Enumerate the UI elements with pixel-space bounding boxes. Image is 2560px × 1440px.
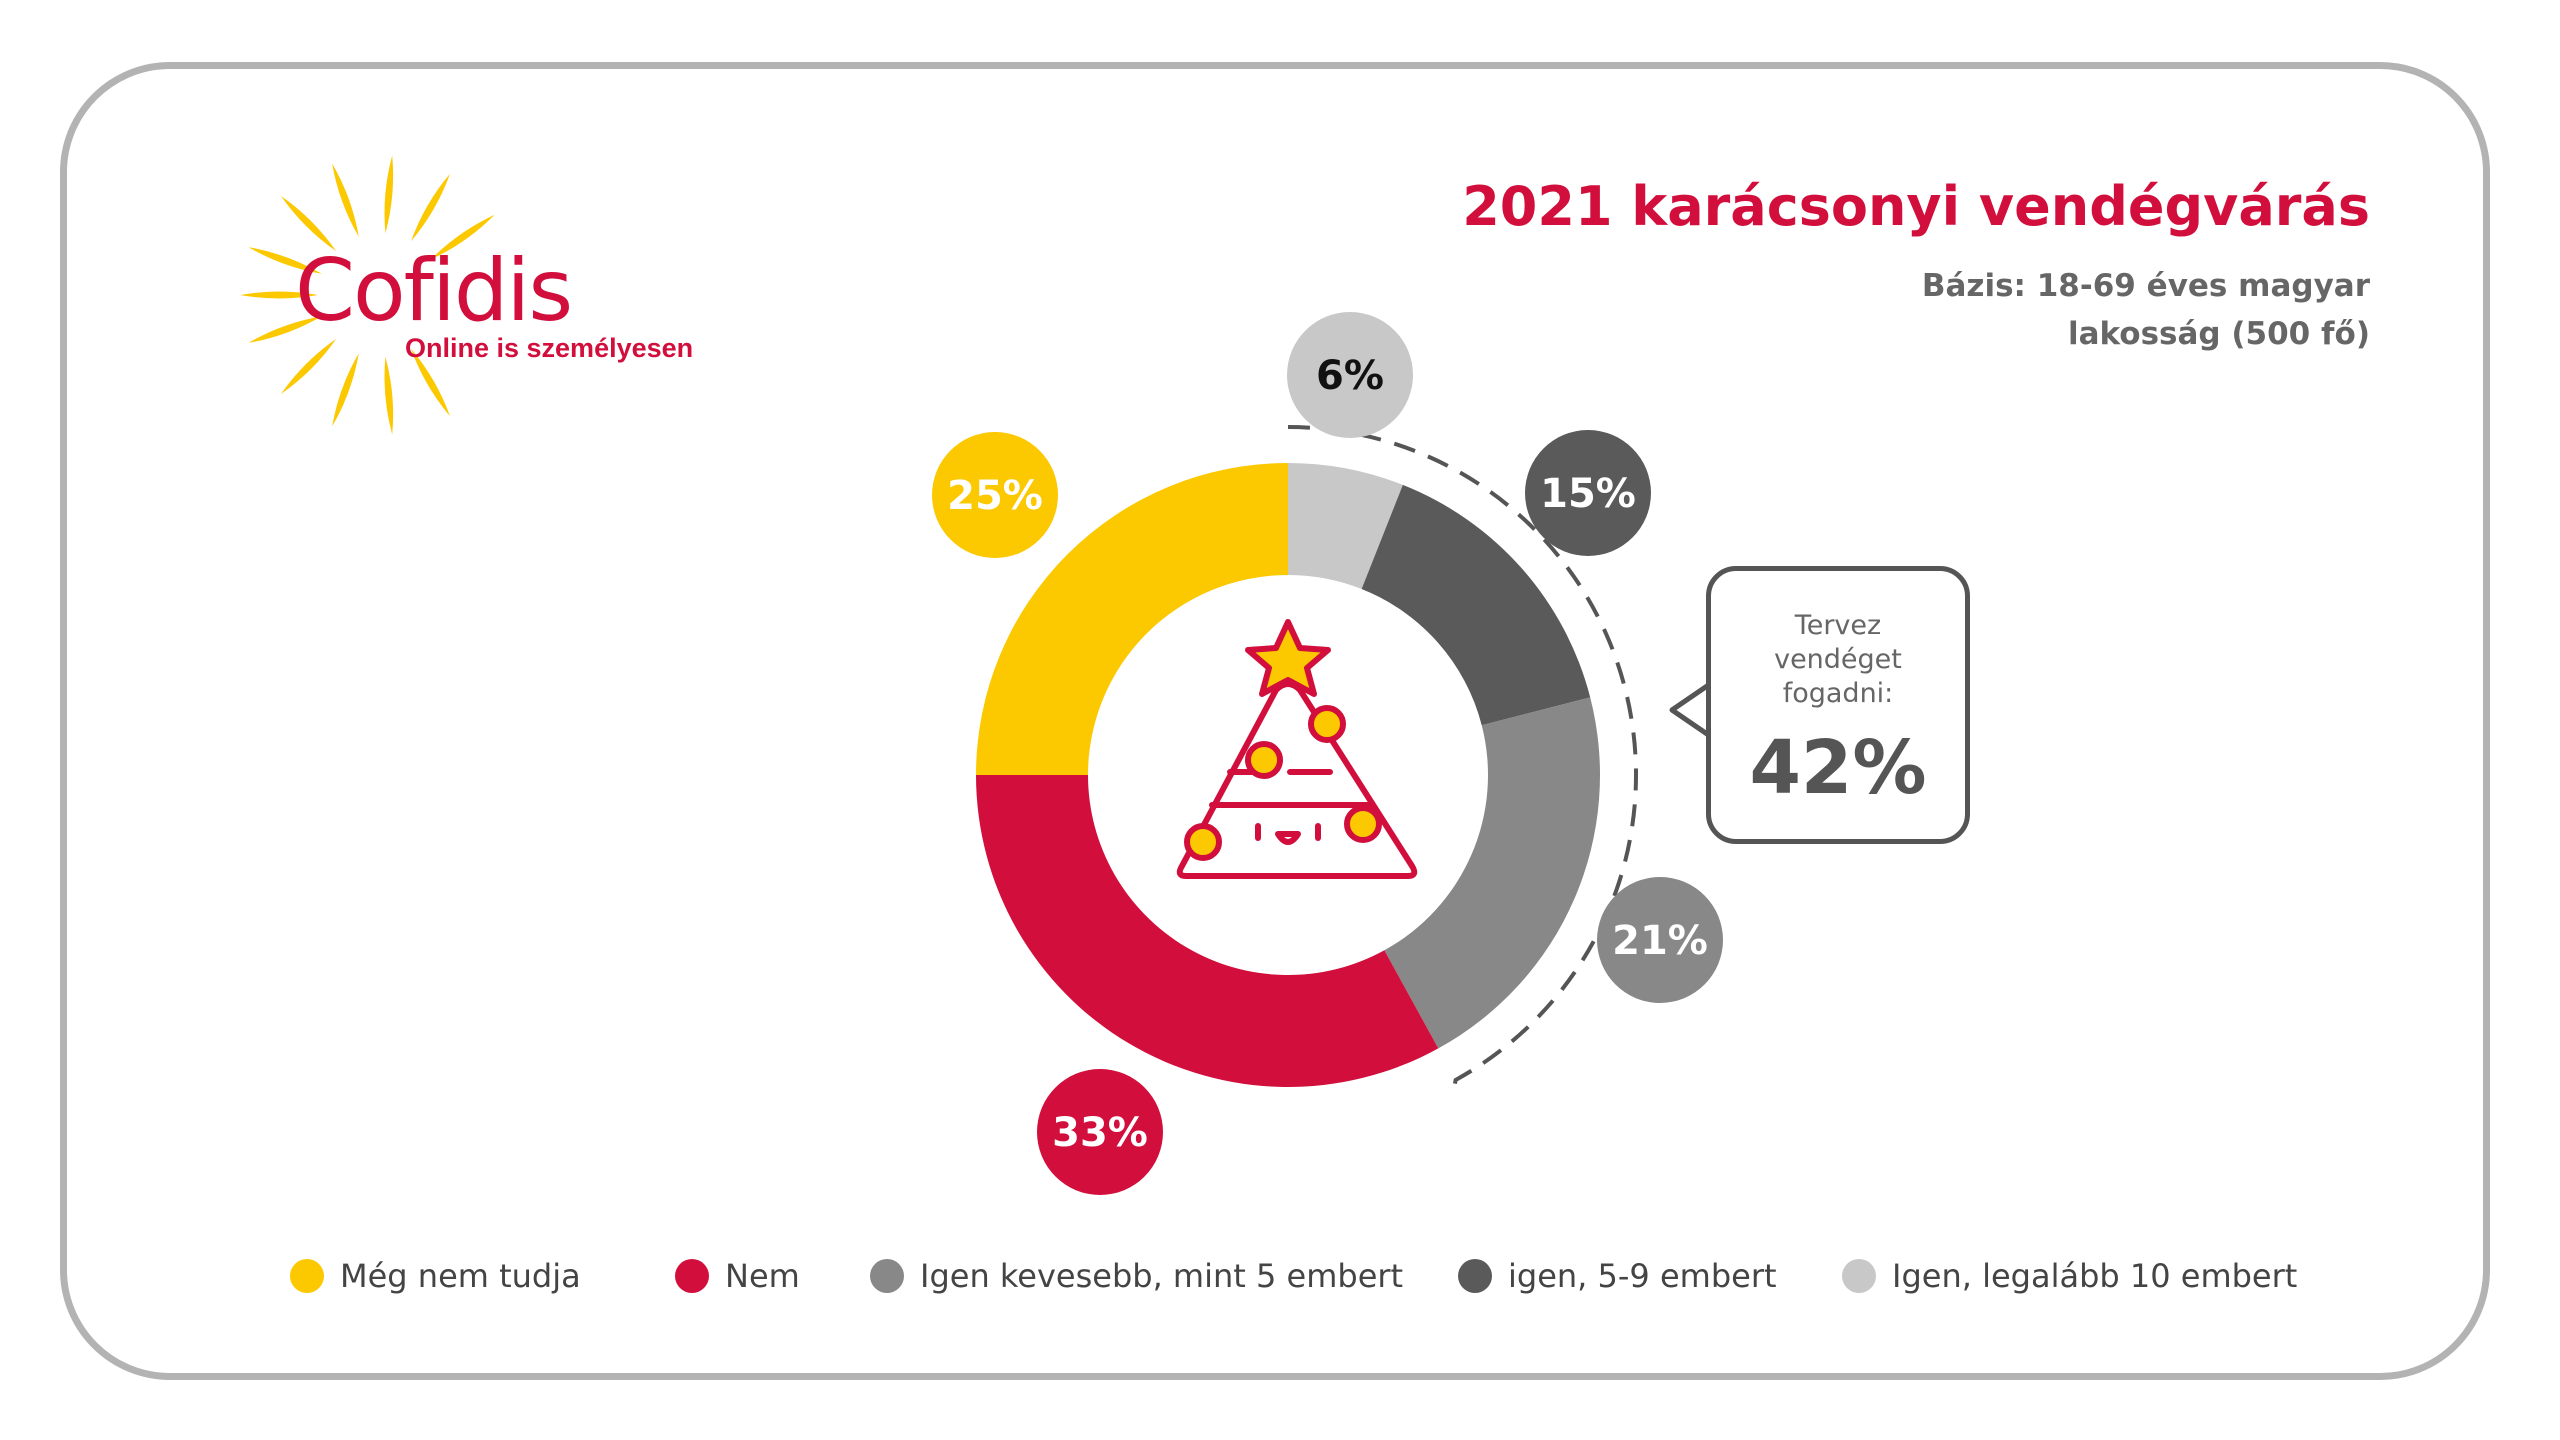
slice-label-bubble — [1525, 430, 1651, 556]
chart-subtitle: Bázis: 18-69 éves magyar lakosság (500 f… — [1921, 268, 2370, 352]
brand-name: Cofidis — [295, 241, 573, 341]
legend-item: igen, 5-9 embert — [1458, 1254, 1777, 1298]
slice-value-label: 21% — [1612, 918, 1708, 964]
yes-group-dashed-arc — [1287, 425, 1638, 1091]
chart-title: 2021 karácsonyi vendégvárás — [1462, 175, 2370, 238]
legend-swatch — [290, 1259, 324, 1293]
card-frame — [60, 62, 2490, 1380]
slice-value-label: 6% — [1316, 353, 1384, 399]
sun-ray — [411, 348, 450, 417]
legend-swatch — [1842, 1259, 1876, 1293]
slice-label-bubble — [932, 432, 1058, 558]
slice-label-bubble — [1597, 877, 1723, 1003]
legend-label: Még nem tudja — [340, 1257, 581, 1295]
donut-slice — [976, 463, 1288, 775]
legend-swatch — [675, 1259, 709, 1293]
sun-ray — [384, 356, 394, 435]
donut-slice — [1384, 697, 1600, 1049]
slice-value-label: 15% — [1540, 471, 1636, 517]
callout-text: Tervez vendéget fogadni: — [1774, 610, 1902, 709]
sun-ray — [332, 163, 359, 237]
legend-label: Igen kevesebb, mint 5 embert — [920, 1257, 1404, 1295]
legend-label: Igen, legalább 10 embert — [1892, 1257, 2298, 1295]
callout-box: Tervez vendéget fogadni: 42% — [1706, 566, 1970, 844]
chart-legend: Még nem tudja Nem Igen kevesebb, mint 5 … — [290, 1254, 2350, 1298]
slice-value-label: 25% — [947, 473, 1043, 519]
legend-swatch — [1458, 1259, 1492, 1293]
sun-ray — [411, 173, 450, 242]
sun-ray — [240, 291, 318, 299]
legend-item: Igen, legalább 10 embert — [1842, 1254, 2297, 1298]
slice-label-bubble — [1287, 312, 1413, 438]
sun-ray — [384, 155, 394, 234]
legend-label: Nem — [725, 1257, 800, 1295]
callout-value: 42% — [1749, 725, 1927, 811]
sun-ray — [430, 214, 495, 260]
christmas-tree-icon — [1176, 619, 1418, 879]
sun-logo-icon — [240, 155, 495, 435]
donut-slice — [1288, 463, 1403, 590]
sun-ray — [332, 353, 359, 427]
sun-ray — [281, 338, 337, 394]
donut-slice — [1361, 484, 1591, 726]
legend-swatch — [870, 1259, 904, 1293]
sun-ray — [248, 316, 322, 343]
legend-label: igen, 5-9 embert — [1508, 1257, 1777, 1295]
sun-ray — [248, 247, 322, 274]
sun-ray — [281, 196, 337, 252]
legend-item: Igen kevesebb, mint 5 embert — [870, 1254, 1403, 1298]
slice-value-label: 33% — [1052, 1110, 1148, 1156]
slice-label-bubble — [1037, 1069, 1163, 1195]
legend-item: Nem — [675, 1254, 800, 1298]
donut-slice — [976, 775, 1439, 1087]
callout-tail — [1669, 681, 1712, 739]
legend-item: Még nem tudja — [290, 1254, 581, 1298]
brand-tagline: Online is személyesen — [405, 333, 694, 363]
